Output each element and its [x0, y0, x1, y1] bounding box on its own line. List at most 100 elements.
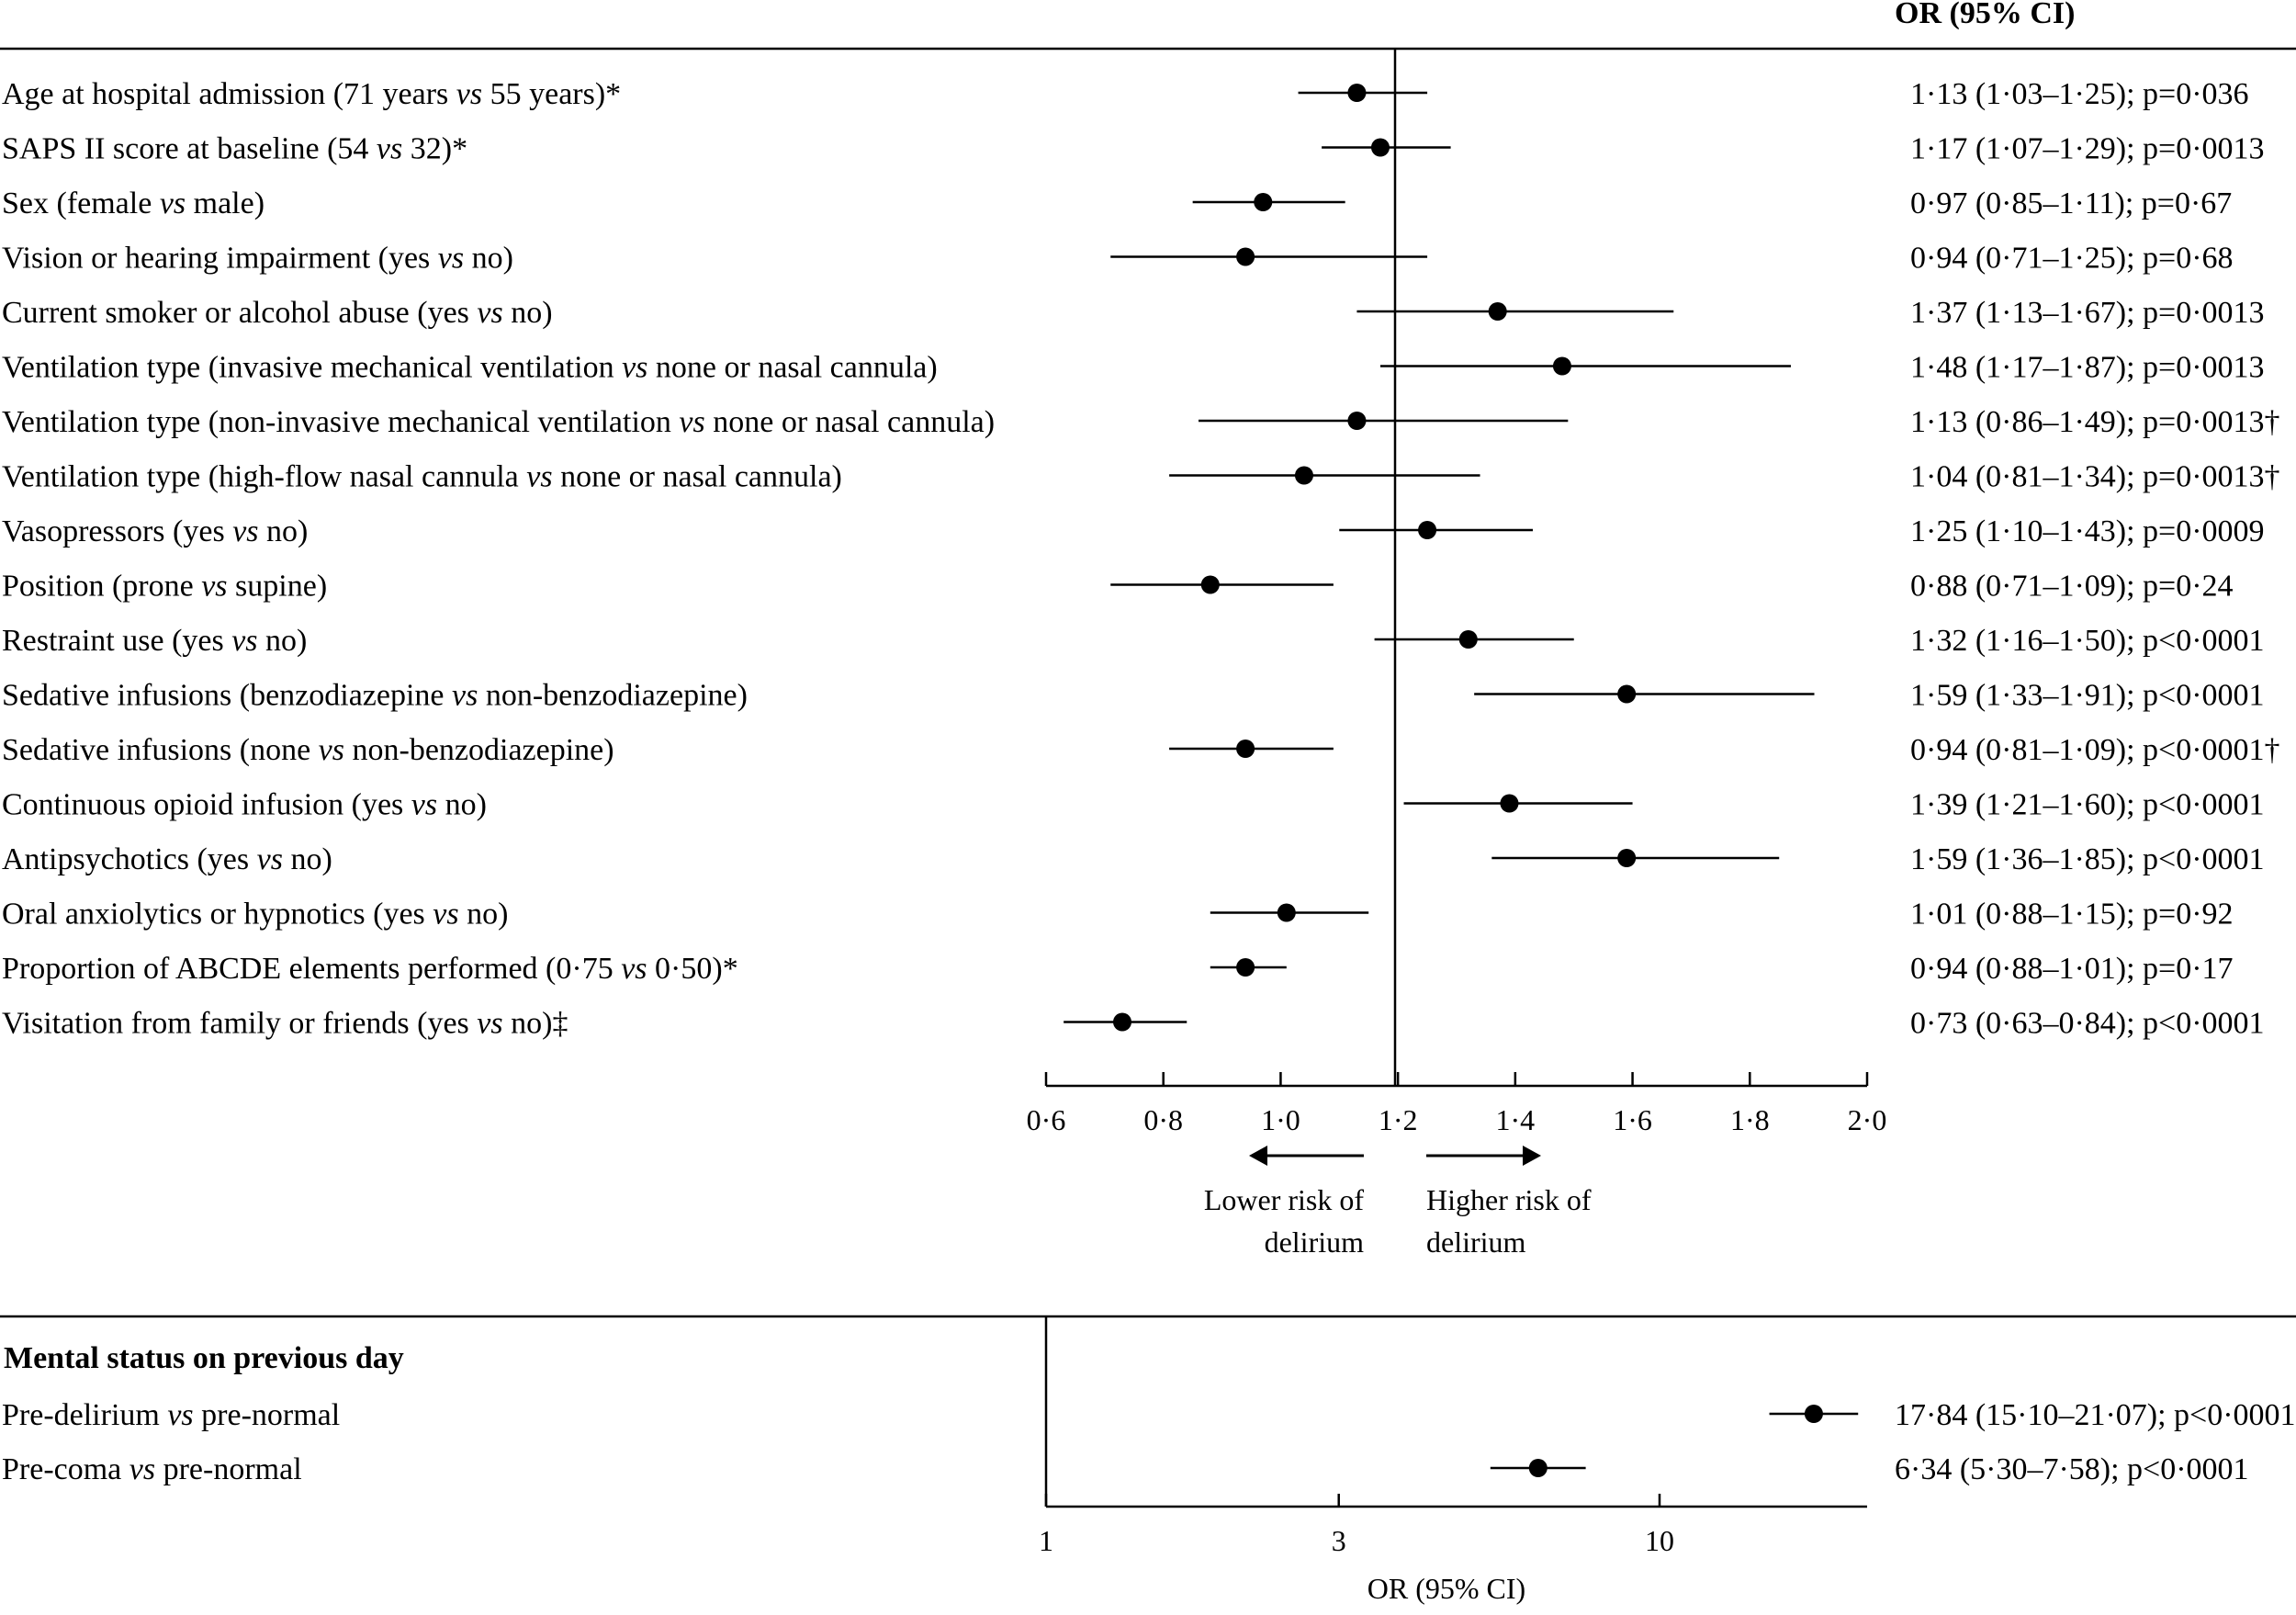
row-estimate-text: 17·84 (15·10–21·07); p<0·0001 — [1895, 1398, 2296, 1432]
x-tick-label: 10 — [1645, 1524, 1674, 1557]
odds-ratio-point — [1617, 849, 1637, 867]
row-label: Vasopressors (yes vs no) — [2, 514, 308, 548]
row-estimate-text: 1·17 (1·07–1·29); p=0·0013 — [1910, 132, 2265, 166]
odds-ratio-point — [1236, 740, 1255, 758]
forest-row: Proportion of ABCDE elements performed (… — [2, 952, 2234, 986]
odds-ratio-point — [1552, 356, 1571, 376]
odds-ratio-point — [1418, 521, 1437, 539]
row-label: Proportion of ABCDE elements performed (… — [2, 952, 738, 986]
forest-row: Ventilation type (non-invasive mechanica… — [2, 405, 2280, 439]
row-estimate-text: 0·94 (0·71–1·25); p=0·68 — [1910, 242, 2234, 276]
section-title: Mental status on previous day — [4, 1341, 404, 1375]
forest-row: Visitation from family or friends (yes v… — [2, 1007, 2265, 1041]
forest-row: Age at hospital admission (71 years vs 5… — [2, 77, 2249, 111]
row-estimate-text: 1·01 (0·88–1·15); p=0·92 — [1910, 898, 2234, 932]
odds-ratio-point — [1617, 684, 1637, 704]
forest-row: Pre-coma vs pre-normal 6·34 (5·30–7·58); … — [2, 1452, 2249, 1486]
forest-row: Antipsychotics (yes vs no) 1·59 (1·36–1·8… — [2, 842, 2265, 876]
odds-ratio-point — [1370, 138, 1390, 157]
odds-ratio-point — [1200, 575, 1220, 594]
forest-row: Vasopressors (yes vs no) 1·25 (1·10–1·43)… — [2, 514, 2265, 548]
row-label: Ventilation type (invasive mechanical ve… — [2, 351, 938, 385]
row-label: Ventilation type (high-flow nasal cannul… — [2, 460, 842, 494]
lower-panel: Pre-delirium vs pre-normal 17·84 (15·10–2… — [2, 1398, 2296, 1486]
forest-row: Ventilation type (high-flow nasal cannul… — [2, 460, 2280, 494]
row-estimate-text: 0·94 (0·81–1·09); p<0·0001† — [1910, 733, 2280, 767]
row-label: Continuous opioid infusion (yes vs no) — [2, 788, 487, 822]
x-tick-label: 0·6 — [1027, 1103, 1066, 1136]
odds-ratio-point — [1347, 412, 1367, 430]
row-estimate-text: 1·59 (1·33–1·91); p<0·0001 — [1910, 679, 2265, 713]
row-label: Visitation from family or friends (yes v… — [2, 1007, 568, 1041]
odds-ratio-point — [1236, 247, 1255, 266]
forest-row: Ventilation type (invasive mechanical ve… — [2, 351, 2265, 385]
row-label: Sedative infusions (benzodiazepine vs no… — [2, 679, 748, 713]
x-tick-label: 3 — [1332, 1524, 1346, 1557]
row-estimate-text: 6·34 (5·30–7·58); p<0·0001 — [1895, 1452, 2249, 1486]
lower-x-axis-label: OR (95% CI) — [1367, 1572, 1525, 1605]
upper-x-ticks: 0·6 0·8 1·0 1·2 1·4 1·6 1·8 2·0 — [1027, 1072, 1887, 1136]
row-estimate-text: 1·37 (1·13–1·67); p=0·0013 — [1910, 296, 2265, 330]
x-tick-label: 1 — [1039, 1524, 1053, 1557]
row-estimate-text: 1·04 (0·81–1·34); p=0·0013† — [1910, 460, 2280, 494]
row-label: Oral anxiolytics or hypnotics (yes vs no… — [2, 898, 508, 932]
column-header: OR (95% CI) — [1895, 0, 2075, 30]
row-label: Pre-coma vs pre-normal — [2, 1452, 302, 1486]
upper-panel: Age at hospital admission (71 years vs 5… — [2, 77, 2280, 1041]
odds-ratio-point — [1500, 794, 1519, 813]
row-estimate-text: 1·48 (1·17–1·87); p=0·0013 — [1910, 351, 2265, 385]
forest-row: Restraint use (yes vs no) 1·32 (1·16–1·50… — [2, 624, 2265, 658]
forest-row: Oral anxiolytics or hypnotics (yes vs no… — [2, 898, 2234, 932]
row-label: Age at hospital admission (71 years vs 5… — [2, 77, 621, 111]
row-label: Position (prone vs supine) — [2, 570, 327, 604]
forest-row: Sex (female vs male) 0·97 (0·85–1·11); p=… — [2, 186, 2232, 220]
row-estimate-text: 1·39 (1·21–1·60); p<0·0001 — [1910, 788, 2265, 822]
row-estimate-text: 1·25 (1·10–1·43); p=0·0009 — [1910, 514, 2265, 548]
odds-ratio-point — [1458, 630, 1478, 649]
row-estimate-text: 1·32 (1·16–1·50); p<0·0001 — [1910, 624, 2265, 658]
row-label: Sex (female vs male) — [2, 186, 264, 220]
higher-risk-arrowhead — [1523, 1146, 1541, 1166]
x-tick-label: 1·8 — [1730, 1103, 1770, 1136]
row-label: Vision or hearing impairment (yes vs no) — [2, 242, 513, 276]
row-estimate-text: 0·73 (0·63–0·84); p<0·0001 — [1910, 1007, 2265, 1041]
odds-ratio-point — [1113, 1012, 1132, 1032]
row-estimate-text: 0·97 (0·85–1·11); p=0·67 — [1910, 186, 2232, 220]
x-tick-label: 1·6 — [1613, 1103, 1652, 1136]
forest-row: SAPS II score at baseline (54 vs 32)* 1·1… — [2, 132, 2265, 166]
row-estimate-text: 1·13 (1·03–1·25); p=0·036 — [1910, 77, 2249, 111]
lower-risk-arrowhead — [1249, 1146, 1267, 1166]
row-label: Ventilation type (non-invasive mechanica… — [2, 405, 995, 439]
odds-ratio-point — [1804, 1405, 1823, 1423]
row-label: Restraint use (yes vs no) — [2, 624, 307, 658]
row-estimate-text: 0·94 (0·88–1·01); p=0·17 — [1910, 952, 2234, 986]
forest-row: Sedative infusions (none vs non-benzodia… — [2, 733, 2280, 767]
forest-row: Continuous opioid infusion (yes vs no) 1·… — [2, 788, 2265, 822]
row-label: Antipsychotics (yes vs no) — [2, 842, 332, 876]
row-label: Current smoker or alcohol abuse (yes vs … — [2, 296, 553, 330]
odds-ratio-point — [1277, 903, 1296, 922]
row-estimate-text: 0·88 (0·71–1·09); p=0·24 — [1910, 570, 2234, 604]
forest-row: Vision or hearing impairment (yes vs no)… — [2, 242, 2234, 276]
higher-risk-label-line1: Higher risk of — [1426, 1183, 1592, 1216]
odds-ratio-point — [1254, 193, 1273, 211]
row-estimate-text: 1·59 (1·36–1·85); p<0·0001 — [1910, 842, 2265, 876]
odds-ratio-point — [1347, 84, 1367, 102]
odds-ratio-point — [1236, 958, 1255, 977]
row-label: SAPS II score at baseline (54 vs 32)* — [2, 132, 467, 166]
odds-ratio-point — [1528, 1459, 1548, 1477]
forest-row: Current smoker or alcohol abuse (yes vs … — [2, 296, 2265, 330]
lower-x-ticks: 1 3 10 — [1039, 1494, 1674, 1557]
x-tick-label: 0·8 — [1143, 1103, 1183, 1136]
higher-risk-label-line2: delirium — [1426, 1225, 1526, 1259]
forest-row: Sedative infusions (benzodiazepine vs no… — [2, 679, 2265, 713]
forest-row: Position (prone vs supine) 0·88 (0·71–1·0… — [2, 570, 2234, 604]
forest-row: Pre-delirium vs pre-normal 17·84 (15·10–2… — [2, 1398, 2296, 1432]
x-tick-label: 2·0 — [1848, 1103, 1887, 1136]
lower-risk-label-line1: Lower risk of — [1204, 1183, 1365, 1216]
row-estimate-text: 1·13 (0·86–1·49); p=0·0013† — [1910, 405, 2280, 439]
x-tick-label: 1·2 — [1379, 1103, 1418, 1136]
x-tick-label: 1·4 — [1496, 1103, 1536, 1136]
row-label: Sedative infusions (none vs non-benzodia… — [2, 733, 614, 767]
x-tick-label: 1·0 — [1261, 1103, 1300, 1136]
